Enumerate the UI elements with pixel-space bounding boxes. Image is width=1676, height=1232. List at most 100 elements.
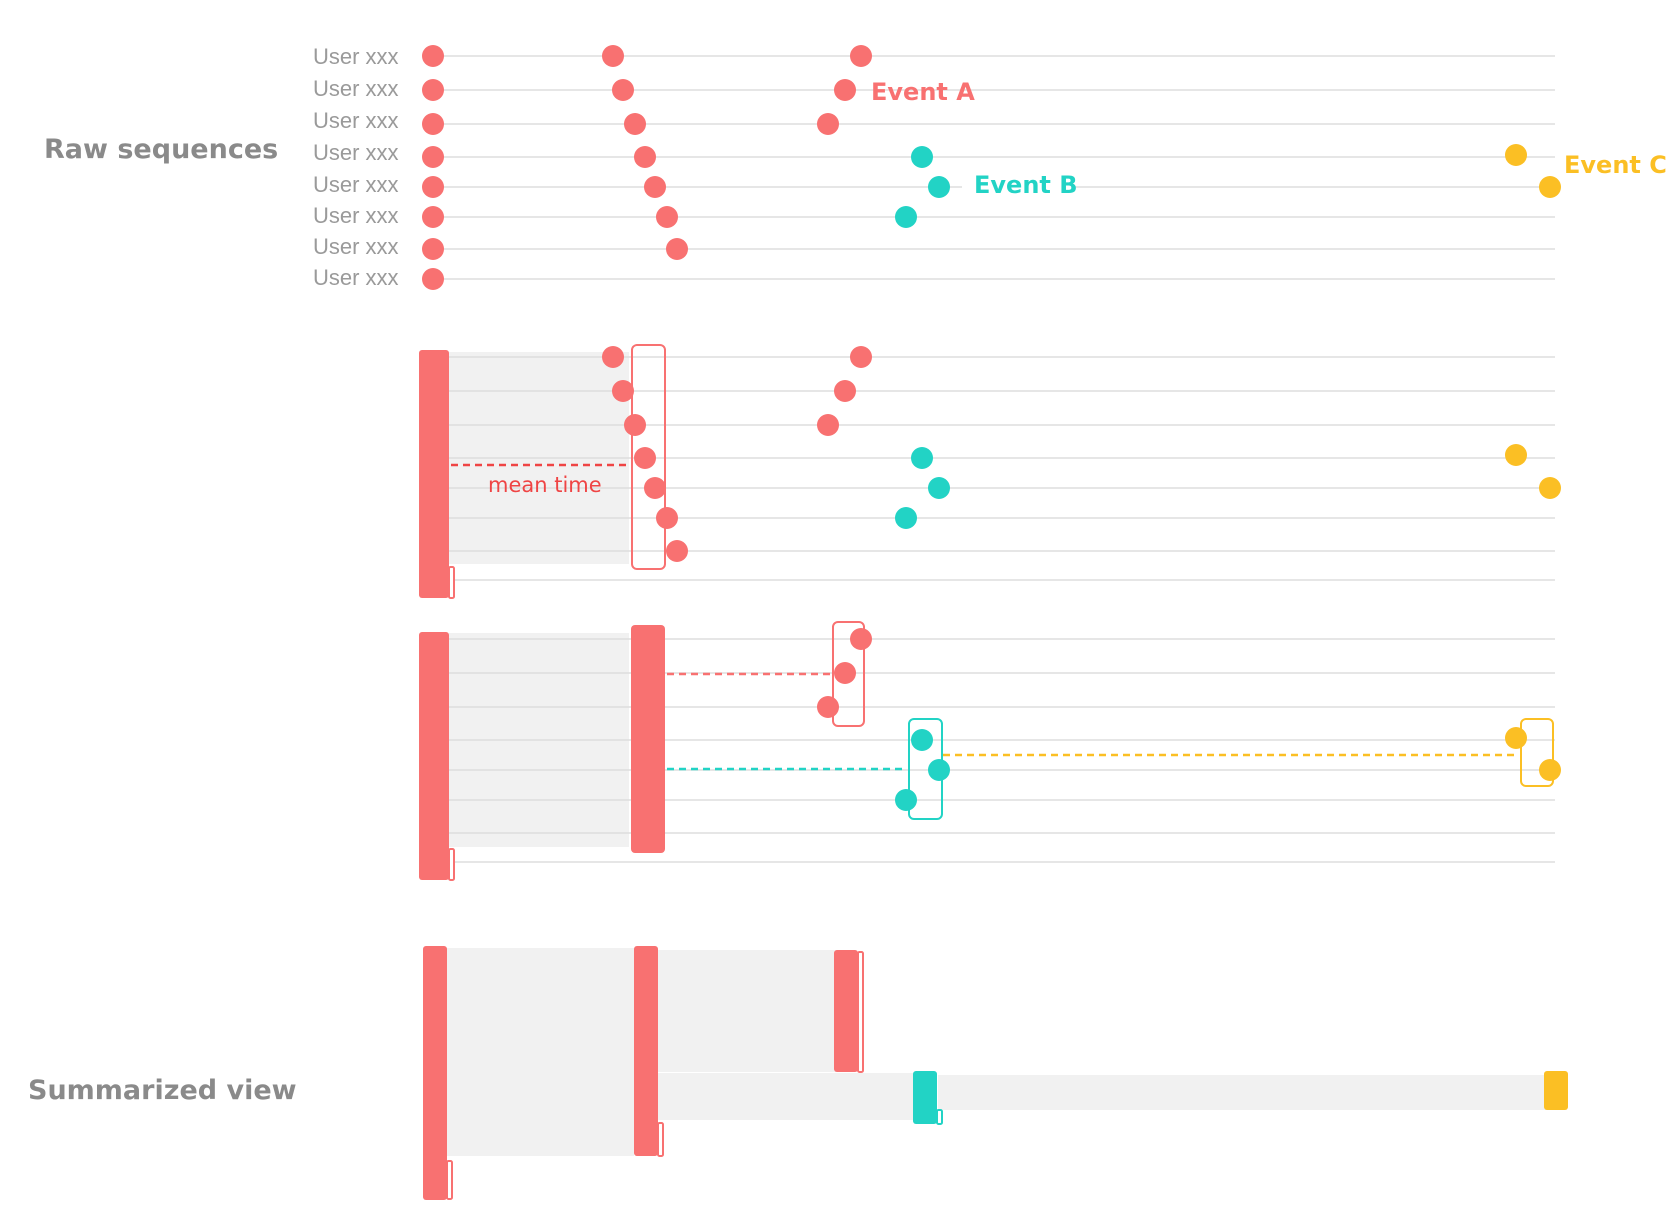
summarized-view-label: Summarized view bbox=[28, 1075, 297, 1106]
event-a-dot bbox=[817, 696, 839, 718]
summary-event-c-bar bbox=[1544, 1071, 1568, 1110]
second-event-dot bbox=[612, 380, 634, 402]
summary-second-event-tail bbox=[657, 1122, 664, 1157]
second-event-dot bbox=[612, 79, 634, 101]
summary-second-event-bar bbox=[634, 946, 658, 1156]
second-event-dot bbox=[644, 176, 666, 198]
summary-event-b-bar bbox=[913, 1071, 937, 1124]
event-c-dot bbox=[1505, 144, 1527, 166]
start-event-dot bbox=[422, 238, 444, 260]
start-event-dot bbox=[422, 268, 444, 290]
second-event-dot bbox=[634, 146, 656, 168]
second-event-dot bbox=[634, 447, 656, 469]
event-a-dot bbox=[850, 628, 872, 650]
user-label-1: User xxx bbox=[313, 44, 399, 69]
user-label-5: User xxx bbox=[313, 172, 399, 197]
user-label-2: User xxx bbox=[313, 76, 399, 101]
event-a-dot bbox=[834, 79, 856, 101]
step2-event-c-dots bbox=[1505, 727, 1561, 781]
event-a-dot bbox=[817, 414, 839, 436]
summarized-view-panel: Summarized view bbox=[28, 946, 1568, 1200]
start-aggregate-bar bbox=[419, 350, 449, 598]
summary-start-bar bbox=[423, 946, 447, 1200]
start-event-dot bbox=[422, 206, 444, 228]
event-b-label-background bbox=[962, 170, 1074, 200]
start-event-dot bbox=[422, 146, 444, 168]
event-c-dot bbox=[1539, 176, 1561, 198]
second-event-dot bbox=[602, 45, 624, 67]
event-b-label: Event B bbox=[974, 171, 1078, 199]
raw-event-b-dots bbox=[895, 146, 950, 228]
event-b-dot bbox=[895, 789, 917, 811]
summary-duration-band bbox=[446, 948, 634, 1156]
second-event-dot bbox=[666, 540, 688, 562]
summary-event-a-bar bbox=[834, 950, 858, 1072]
raw-sequences-label: Raw sequences bbox=[44, 134, 278, 165]
start-event-dot bbox=[422, 45, 444, 67]
event-b-dot bbox=[928, 477, 950, 499]
summary-event-b-band bbox=[658, 1073, 913, 1120]
start-event-dot bbox=[422, 176, 444, 198]
summary-event-c-band bbox=[938, 1075, 1548, 1110]
event-a-label: Event A bbox=[871, 78, 975, 106]
second-event-dot bbox=[666, 238, 688, 260]
start-aggregate-bar bbox=[419, 632, 449, 880]
event-c-label: Event C bbox=[1564, 151, 1667, 179]
start-aggregate-tail bbox=[448, 848, 455, 881]
user-label-6: User xxx bbox=[313, 203, 399, 228]
user-row-labels: User xxx User xxx User xxx User xxx User… bbox=[313, 44, 399, 290]
second-event-dot bbox=[644, 477, 666, 499]
start-aggregate-tail bbox=[448, 566, 455, 599]
event-a-dot bbox=[834, 662, 856, 684]
step2-event-a-dots bbox=[817, 628, 872, 718]
second-event-dot bbox=[624, 414, 646, 436]
second-event-dot bbox=[602, 346, 624, 368]
event-b-dot bbox=[928, 176, 950, 198]
second-event-aggregate-bar bbox=[631, 625, 665, 853]
user-label-8: User xxx bbox=[313, 265, 399, 290]
event-a-dot bbox=[850, 346, 872, 368]
step1-event-a-dots bbox=[817, 346, 872, 436]
event-a-dot bbox=[834, 380, 856, 402]
event-b-dot bbox=[895, 507, 917, 529]
event-b-dot bbox=[911, 146, 933, 168]
raw-row-lines bbox=[433, 55, 1555, 280]
event-c-dot bbox=[1505, 727, 1527, 749]
raw-sequences-panel: Raw sequences User xxx User xxx User xxx… bbox=[44, 44, 1667, 290]
event-c-dot bbox=[1505, 444, 1527, 466]
event-c-group-bracket bbox=[1520, 718, 1554, 787]
second-event-dot bbox=[656, 206, 678, 228]
event-b-dot bbox=[911, 729, 933, 751]
step1-second-dots bbox=[602, 346, 688, 562]
start-event-dot bbox=[422, 113, 444, 135]
second-event-dot bbox=[624, 113, 646, 135]
start-event-dot bbox=[422, 79, 444, 101]
user-label-7: User xxx bbox=[313, 234, 399, 259]
summary-event-b-tail bbox=[936, 1109, 943, 1125]
summary-event-a-tail bbox=[857, 951, 864, 1073]
second-event-group-bracket bbox=[631, 344, 666, 570]
user-label-4: User xxx bbox=[313, 140, 399, 165]
mean-time-label: mean time bbox=[488, 473, 602, 497]
raw-start-dots bbox=[422, 45, 444, 290]
step1-event-b-dots bbox=[895, 447, 950, 529]
second-event-dot bbox=[656, 507, 678, 529]
event-b-dot bbox=[911, 447, 933, 469]
user-label-3: User xxx bbox=[313, 108, 399, 133]
aggregation-step-2-panel bbox=[419, 621, 1561, 881]
event-a-group-bracket bbox=[832, 621, 865, 727]
event-b-dot bbox=[895, 206, 917, 228]
step2-event-b-dots bbox=[895, 729, 950, 811]
raw-event-c-dots bbox=[1505, 144, 1561, 198]
step1-event-c-dots bbox=[1505, 444, 1561, 499]
aggregation-step-1-panel: mean time bbox=[419, 344, 1561, 599]
raw-second-dots bbox=[602, 45, 688, 260]
event-a-dot bbox=[850, 45, 872, 67]
raw-event-a-dots bbox=[817, 45, 872, 135]
summary-start-tail bbox=[446, 1160, 453, 1200]
event-c-dot bbox=[1539, 759, 1561, 781]
event-a-dot bbox=[817, 113, 839, 135]
event-c-dot bbox=[1539, 477, 1561, 499]
event-b-dot bbox=[928, 759, 950, 781]
